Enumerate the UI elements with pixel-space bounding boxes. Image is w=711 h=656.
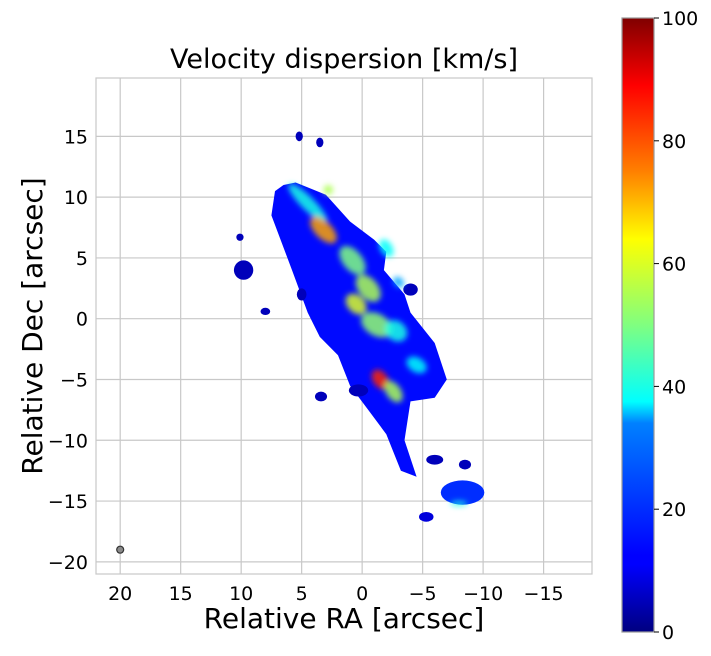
colorbar-tick-label: 0 (662, 622, 674, 644)
emission-island (419, 512, 434, 522)
y-tick-label: −20 (48, 552, 88, 574)
dispersion-feature (345, 293, 367, 315)
chart-title: Velocity dispersion [km/s] (170, 44, 518, 75)
emission-island (316, 137, 324, 148)
y-tick-label: −15 (48, 491, 88, 513)
emission-island (440, 480, 485, 505)
y-tick-label: 10 (64, 187, 88, 209)
dispersion-feature (384, 380, 403, 403)
x-tick-label: −15 (524, 583, 564, 605)
beam-marker (116, 545, 125, 554)
plot-frame (95, 77, 593, 575)
emission-region (271, 182, 447, 477)
y-tick-label: 5 (76, 248, 88, 270)
colorbar-ticks: 0 20 40 60 80 100 (654, 8, 698, 644)
x-tick-label: 0 (356, 583, 368, 605)
emission-island (458, 459, 472, 470)
dispersion-feature (361, 312, 393, 338)
x-tick-label: −10 (463, 583, 503, 605)
x-tick-label: 20 (108, 583, 132, 605)
dispersion-feature (288, 183, 328, 223)
colorbar-tick-label: 100 (662, 8, 698, 30)
emission-island (314, 391, 328, 402)
dispersion-feature (392, 276, 404, 288)
y-tick-label: −10 (48, 430, 88, 452)
x-tick-label: 15 (169, 583, 193, 605)
y-tick-label: −5 (60, 369, 88, 391)
y-axis-label: Relative Dec [arcsec] (16, 177, 49, 474)
x-tick-label: 5 (296, 583, 308, 605)
colorbar-tick-label: 80 (662, 131, 686, 153)
dispersion-feature (371, 369, 389, 390)
dispersion-feature (355, 274, 381, 302)
y-tick-label: 0 (76, 309, 88, 331)
emission-island (348, 384, 369, 397)
emission-island (426, 454, 444, 465)
x-tick-label: 10 (229, 583, 253, 605)
dispersion-feature (339, 245, 366, 275)
dispersion-feature (384, 320, 408, 342)
emission-island (233, 260, 254, 280)
dispersion-feature (310, 216, 337, 244)
emission-island (260, 307, 271, 316)
x-tick-label: −5 (409, 583, 437, 605)
dispersion-feature (379, 239, 394, 258)
y-axis-ticks: 15 10 5 0 −5 −10 −15 −20 (48, 126, 88, 573)
emission-island (295, 131, 303, 142)
emission-island (296, 288, 307, 301)
dispersion-feature (323, 184, 334, 195)
x-axis-ticks: 20 15 10 5 0 −5 −10 −15 (108, 583, 564, 605)
colorbar (621, 17, 655, 633)
y-tick-label: 15 (64, 126, 88, 148)
x-axis-label: Relative RA [arcsec] (204, 602, 485, 635)
colorbar-tick-label: 60 (662, 254, 686, 276)
dispersion-feature (406, 356, 427, 374)
emission-island (236, 233, 244, 241)
dispersion-feature (450, 501, 468, 506)
colorbar-tick-label: 40 (662, 376, 686, 398)
dispersion-map (233, 131, 485, 522)
emission-island (403, 283, 418, 296)
colorbar-tick-label: 20 (662, 499, 686, 521)
